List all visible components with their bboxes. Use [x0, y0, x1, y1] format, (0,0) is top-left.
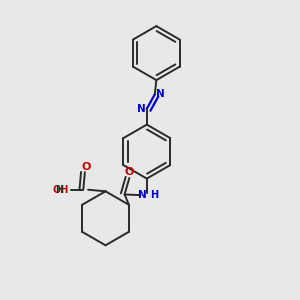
Text: O: O	[82, 161, 91, 172]
Text: N: N	[138, 190, 147, 200]
Text: OH: OH	[53, 185, 69, 195]
Text: N: N	[156, 89, 165, 99]
Text: O: O	[125, 167, 134, 177]
Text: H: H	[150, 190, 158, 200]
Text: N: N	[137, 104, 146, 114]
Text: H: H	[56, 185, 64, 195]
